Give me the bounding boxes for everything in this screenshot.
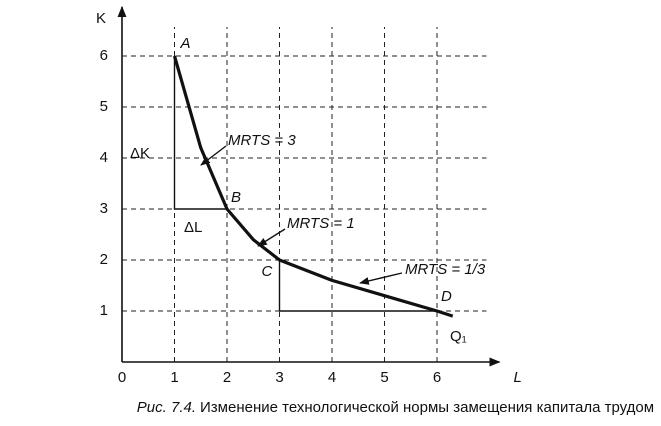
x-tick-label: 2	[223, 369, 231, 386]
pointer	[257, 228, 286, 247]
y-tick-label: 2	[100, 251, 108, 268]
y-tick-label: 5	[100, 98, 108, 115]
caption: Изменение технологической нормы замещени…	[200, 399, 654, 416]
y-tick-label: 4	[100, 149, 108, 166]
x-tick-label: 0	[118, 369, 126, 386]
annotation: MRTS = 3	[228, 132, 296, 149]
pointer	[200, 145, 227, 166]
point-label: B	[231, 189, 241, 206]
x-tick-label: 3	[275, 369, 283, 386]
point-label: A	[180, 35, 191, 52]
x-tick-label: 4	[328, 369, 336, 386]
x-tick-label: 6	[433, 369, 441, 386]
annotation: ΔK	[130, 145, 150, 162]
point-label: D	[441, 288, 452, 305]
y-axis-label: K	[96, 10, 106, 27]
annotation: MRTS = 1	[287, 215, 355, 232]
y-tick-label: 6	[100, 47, 108, 64]
step-guide	[173, 56, 227, 210]
caption-label: Рис. 7.4.	[137, 399, 196, 416]
annotation: MRTS = 1/3	[405, 261, 486, 278]
pointer	[359, 272, 403, 285]
y-tick-label: 1	[100, 302, 108, 319]
x-axis-label: L	[514, 369, 522, 386]
x-tick-label: 5	[380, 369, 388, 386]
x-tick-label: 1	[170, 369, 178, 386]
series-label: Q₁	[450, 328, 467, 345]
annotation: ΔL	[184, 219, 202, 236]
point-label: C	[262, 263, 273, 280]
y-tick-label: 3	[100, 200, 108, 217]
step-guide	[278, 260, 437, 312]
